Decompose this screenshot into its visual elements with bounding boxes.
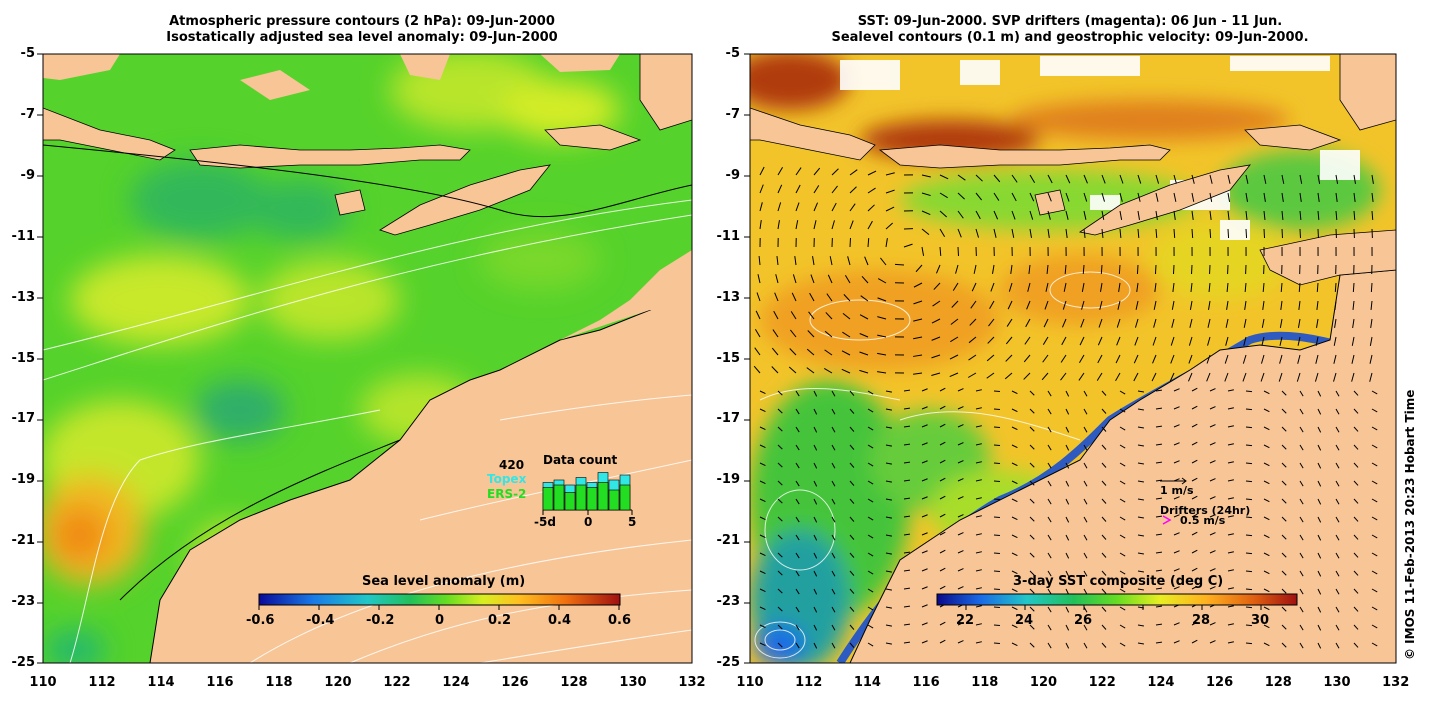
longitude-label: 132 [1382,675,1410,690]
ers-bar [542,487,554,511]
latitude-label: -13 [11,289,36,305]
sla-colorbar-title: Sea level anomaly (m) [362,574,526,589]
ers-bar [608,489,620,511]
ers-label: ERS-2 [487,487,527,501]
ers-bar [619,484,631,511]
latitude-label: -7 [20,106,35,122]
data-count-axis-label: 0 [584,515,593,529]
latitude-label: -5 [725,46,740,61]
ers-bar [564,492,576,511]
ers-bar [597,482,609,511]
longitude-label: 128 [1264,675,1292,690]
sst-colorbar-title: 3-day SST composite (deg C) [1013,574,1224,589]
latitude-label: -15 [11,350,36,366]
latitude-label: -23 [716,594,741,610]
longitude-label: 120 [1029,675,1058,690]
longitude-label: 126 [501,675,529,690]
left-title-line1: Atmospheric pressure contours (2 hPa): 0… [169,14,555,29]
sla-tick: -0.4 [306,613,335,628]
right-title-line1: SST: 09-Jun-2000. SVP drifters (magenta)… [857,14,1283,29]
sla-tick: 0.4 [548,613,572,628]
latitude-label: -19 [716,472,741,488]
longitude-label: 116 [206,675,234,690]
drifters-speed-label: 0.5 m/s [1180,514,1226,527]
latitude-label: -19 [11,472,36,488]
topex-label: Topex [487,472,527,486]
sla-tick: 0.2 [488,613,512,628]
longitude-label: 120 [324,675,352,690]
ers-bar [553,484,565,511]
data-count-axis-label: 5 [628,515,637,529]
latitude-label: -11 [716,228,741,244]
longitude-label: 130 [1323,675,1351,690]
data-count-axis-label: -5d [534,515,556,529]
latitude-label: -9 [20,167,35,183]
left-title-line2: Isostatically adjusted sea level anomaly… [166,30,558,45]
latitude-label: -15 [716,350,741,366]
latitude-label: -25 [11,655,36,670]
latitude-label: -11 [11,228,36,244]
latitude-label: -21 [11,533,36,549]
longitude-label: 124 [442,675,470,690]
longitude-label: 112 [795,675,823,690]
latitude-label: -13 [716,289,741,305]
latitude-label: -17 [11,411,36,427]
sst-tick: 30 [1251,613,1270,628]
sst-tick: 22 [956,613,975,628]
latitude-label: -25 [716,655,741,670]
longitude-label: 118 [971,675,999,690]
longitude-label: 132 [678,675,706,690]
latitude-label: -21 [716,533,741,549]
longitude-label: 126 [1206,675,1234,690]
ers-bar [575,484,587,511]
latitude-label: -5 [20,46,35,61]
latitude-label: -7 [725,106,740,122]
copyright-notice: © IMOS 11-Feb-2013 20:23 Hobart Time [1403,389,1417,660]
data-count-inset [542,472,633,515]
drifters-label: Drifters (24hr) [1160,504,1251,517]
longitude-label: 122 [1088,675,1116,690]
longitude-label: 118 [265,675,293,690]
right-title-line2: Sealevel contours (0.1 m) and geostrophi… [831,30,1309,45]
sst-tick: 26 [1074,613,1093,628]
longitude-label: 124 [1147,675,1175,690]
latitude-label: -17 [716,411,741,427]
longitude-label: 114 [853,675,881,690]
longitude-label: 110 [736,675,764,690]
data-count-number: 420 [499,458,525,472]
latitude-label: -23 [11,594,36,610]
sst-tick: 24 [1015,613,1034,628]
longitude-label: 128 [560,675,588,690]
longitude-label: 112 [88,675,116,690]
sla-tick: -0.6 [246,613,275,628]
longitude-label: 122 [383,675,411,690]
longitude-label: 116 [912,675,940,690]
longitude-label: 130 [619,675,647,690]
ers-bar [586,487,598,511]
data-count-title: Data count [543,453,618,467]
velocity-scale-label: 1 m/s [1160,484,1194,497]
latitude-label: -9 [725,167,740,183]
sla-tick: 0.6 [608,613,632,628]
longitude-label: 110 [29,675,57,690]
sea-level-anomaly-map [37,53,693,664]
sla-tick: -0.2 [366,613,395,628]
sst-tick: 28 [1192,613,1211,628]
sla-tick: 0 [435,613,445,628]
longitude-label: 114 [147,675,175,690]
